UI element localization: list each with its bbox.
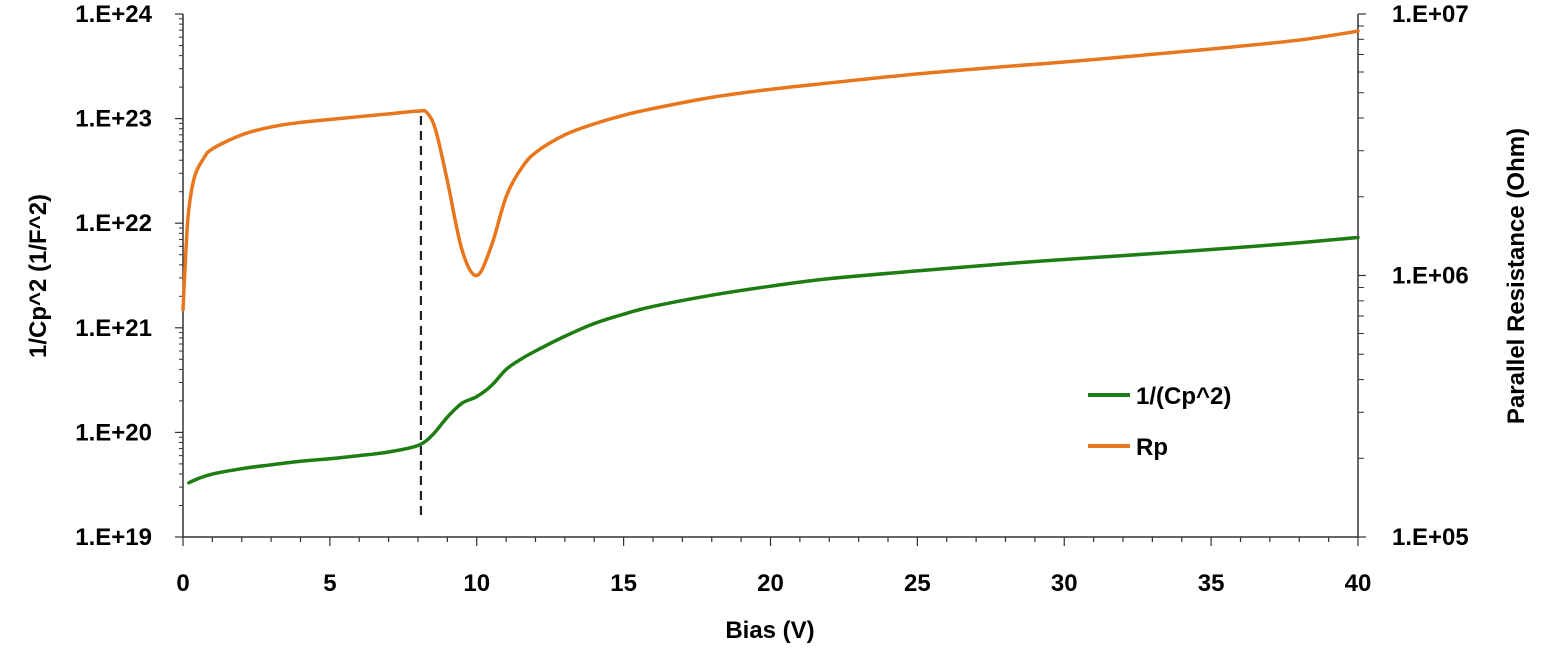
y-left-tick-label: 1.E+23	[75, 106, 152, 133]
y-right-tick-label: 1.E+06	[1392, 263, 1469, 290]
plot-area	[182, 14, 1359, 538]
y-left-tick-label: 1.E+19	[75, 524, 152, 551]
y-left-tick-label: 1.E+24	[75, 1, 152, 28]
x-tick-label: 30	[1051, 570, 1078, 597]
series-line-0	[187, 235, 1360, 485]
y-left-tick-label: 1.E+22	[75, 210, 152, 237]
series-line-1	[181, 29, 1360, 312]
series-layer	[181, 29, 1360, 485]
x-tick-label: 35	[1198, 570, 1225, 597]
x-tick-label: 0	[176, 570, 189, 597]
legend-label-cp: 1/(Cp^2)	[1136, 383, 1231, 410]
y-right-tick-label: 1.E+07	[1392, 1, 1469, 28]
x-tick-label: 10	[463, 570, 490, 597]
x-axis-title: Bias (V)	[725, 617, 814, 644]
x-tick-label: 15	[610, 570, 637, 597]
y-left-tick-label: 1.E+21	[75, 315, 152, 342]
ticks-layer: 0 5 10 15 20 25 30 35 40 1.E+19 1.E+20 1.E+21 1.E+22…	[75, 1, 1468, 597]
legend-label-rp: Rp	[1136, 434, 1168, 461]
x-tick-label: 5	[323, 570, 336, 597]
left-axis-title: 1/Cp^2 (1/F^2)	[25, 194, 52, 358]
x-tick-label: 25	[904, 570, 931, 597]
right-axis-title: Parallel Resistance (Ohm)	[1503, 128, 1530, 424]
y-left-tick-label: 1.E+20	[75, 419, 152, 446]
x-tick-label: 40	[1345, 570, 1372, 597]
y-right-tick-label: 1.E+05	[1392, 524, 1469, 551]
x-tick-label: 20	[757, 570, 784, 597]
legend: 1/(Cp^2) Rp	[1088, 383, 1231, 461]
